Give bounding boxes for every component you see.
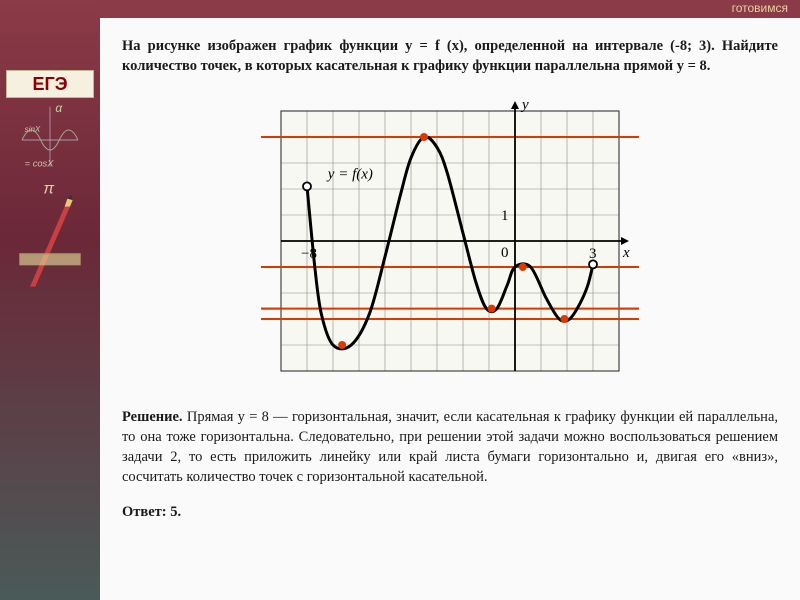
function-graph: y x −8 0 1 3 y = f(x)	[259, 89, 641, 393]
graph-container: y x −8 0 1 3 y = f(x)	[122, 89, 778, 393]
solution-label: Решение.	[122, 409, 183, 425]
svg-text:sinX: sinX	[25, 125, 41, 134]
ege-badge: ЕГЭ	[6, 70, 94, 98]
svg-text:−8: −8	[301, 246, 317, 262]
svg-text:y = f(x): y = f(x)	[326, 166, 373, 182]
sidebar-decorative-math: sinX α = cosX π	[0, 100, 100, 300]
svg-text:y: y	[520, 97, 529, 113]
top-banner: готовимся	[100, 0, 800, 18]
sidebar: ЕГЭ sinX α = cosX π	[0, 0, 100, 600]
problem-statement: На рисунке изображен график функции y = …	[122, 36, 778, 77]
svg-text:0: 0	[501, 245, 509, 261]
answer-value: 5.	[170, 504, 181, 520]
content-panel: На рисунке изображен график функции y = …	[100, 18, 800, 600]
svg-text:x: x	[622, 245, 630, 261]
answer-label: Ответ:	[122, 504, 167, 520]
svg-text:α: α	[55, 101, 63, 115]
solution-text: Решение. Прямая y = 8 — горизонтальная, …	[122, 407, 778, 488]
svg-text:π: π	[43, 180, 54, 197]
svg-text:= cosX: = cosX	[25, 159, 55, 169]
answer: Ответ: 5.	[122, 502, 778, 522]
svg-text:1: 1	[501, 208, 509, 224]
svg-text:3: 3	[589, 246, 597, 262]
